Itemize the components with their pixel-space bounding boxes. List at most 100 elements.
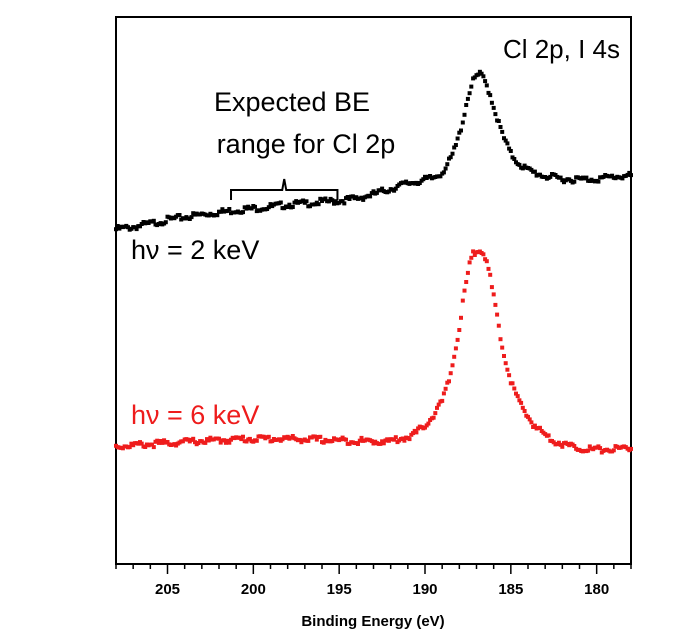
data-point [520,405,525,410]
data-point [162,438,167,443]
data-point [498,337,503,342]
data-point [357,438,362,443]
data-point [407,437,412,442]
series-0 [114,69,633,232]
data-point [247,436,252,441]
data-point [393,186,398,191]
data-point [572,179,577,184]
data-point [469,84,474,89]
data-point [460,120,465,125]
x-axis: 205 200 195 190 185 180 [115,564,632,598]
data-point [330,439,335,443]
data-point [431,415,436,420]
data-point [627,170,632,175]
data-point [438,174,443,179]
data-point [359,195,364,200]
data-point [519,400,524,405]
data-point [453,346,458,351]
data-point [287,202,292,207]
data-point [278,200,283,205]
data-point [330,198,335,203]
data-point [459,315,463,320]
data-point [428,174,433,178]
data-point [496,323,501,328]
data-point [452,145,457,150]
data-point [507,146,512,151]
data-point [508,149,513,153]
data-point [254,438,259,443]
series-layer [114,69,633,455]
data-point [520,166,525,171]
data-point [493,302,498,307]
data-point [448,155,453,160]
data-point [290,205,295,209]
data-point [486,266,491,271]
data-point [356,442,360,446]
data-point [218,440,223,445]
data-point [620,176,625,181]
data-point [448,371,453,376]
data-point [266,205,271,210]
data-point [266,434,271,439]
data-point [285,205,290,209]
data-point [115,224,120,228]
data-point [218,209,223,214]
data-point [143,445,148,449]
data-point [160,440,165,445]
data-point [472,253,477,257]
data-point [469,255,474,260]
data-point [610,173,615,178]
data-point [414,430,419,435]
data-point [241,210,245,215]
data-point [378,441,383,446]
data-point [453,143,458,147]
data-point [323,196,328,201]
data-point [464,280,469,284]
data-point [313,434,318,439]
data-point [551,440,556,445]
x-tick-label: 185 [498,581,523,598]
data-point [502,354,506,358]
data-point [332,201,336,206]
data-point [386,189,391,194]
data-point [241,434,245,439]
data-point [381,441,386,446]
data-point [417,181,422,185]
data-point [481,252,486,257]
data-point [514,391,518,396]
data-point [558,175,563,180]
data-point [314,437,319,442]
core-level-label: Cl 2p, I 4s [503,34,620,64]
data-point [400,436,405,441]
data-point [522,409,527,413]
data-point [527,417,532,422]
data-point [280,437,285,442]
data-point [560,444,565,449]
data-point [507,373,512,378]
data-point [361,197,366,202]
plot-frame [115,16,632,565]
data-point [462,112,467,117]
data-point [321,440,326,445]
x-tick-label: 190 [412,581,437,598]
data-point [584,175,589,180]
data-point [538,425,542,430]
data-point [500,129,505,134]
data-point [502,136,506,141]
data-point [342,201,347,206]
data-point [512,386,517,391]
expected-range-label-line1: Expected BE [214,87,370,117]
data-point [411,431,415,436]
data-point [369,439,374,444]
data-point [462,288,467,293]
data-point [445,162,450,167]
data-point [471,249,476,254]
data-point [318,196,323,201]
data-point [239,437,244,442]
data-point [498,125,503,129]
data-point [517,398,522,403]
data-point [491,292,496,297]
data-point [306,438,311,443]
data-point [459,128,463,133]
